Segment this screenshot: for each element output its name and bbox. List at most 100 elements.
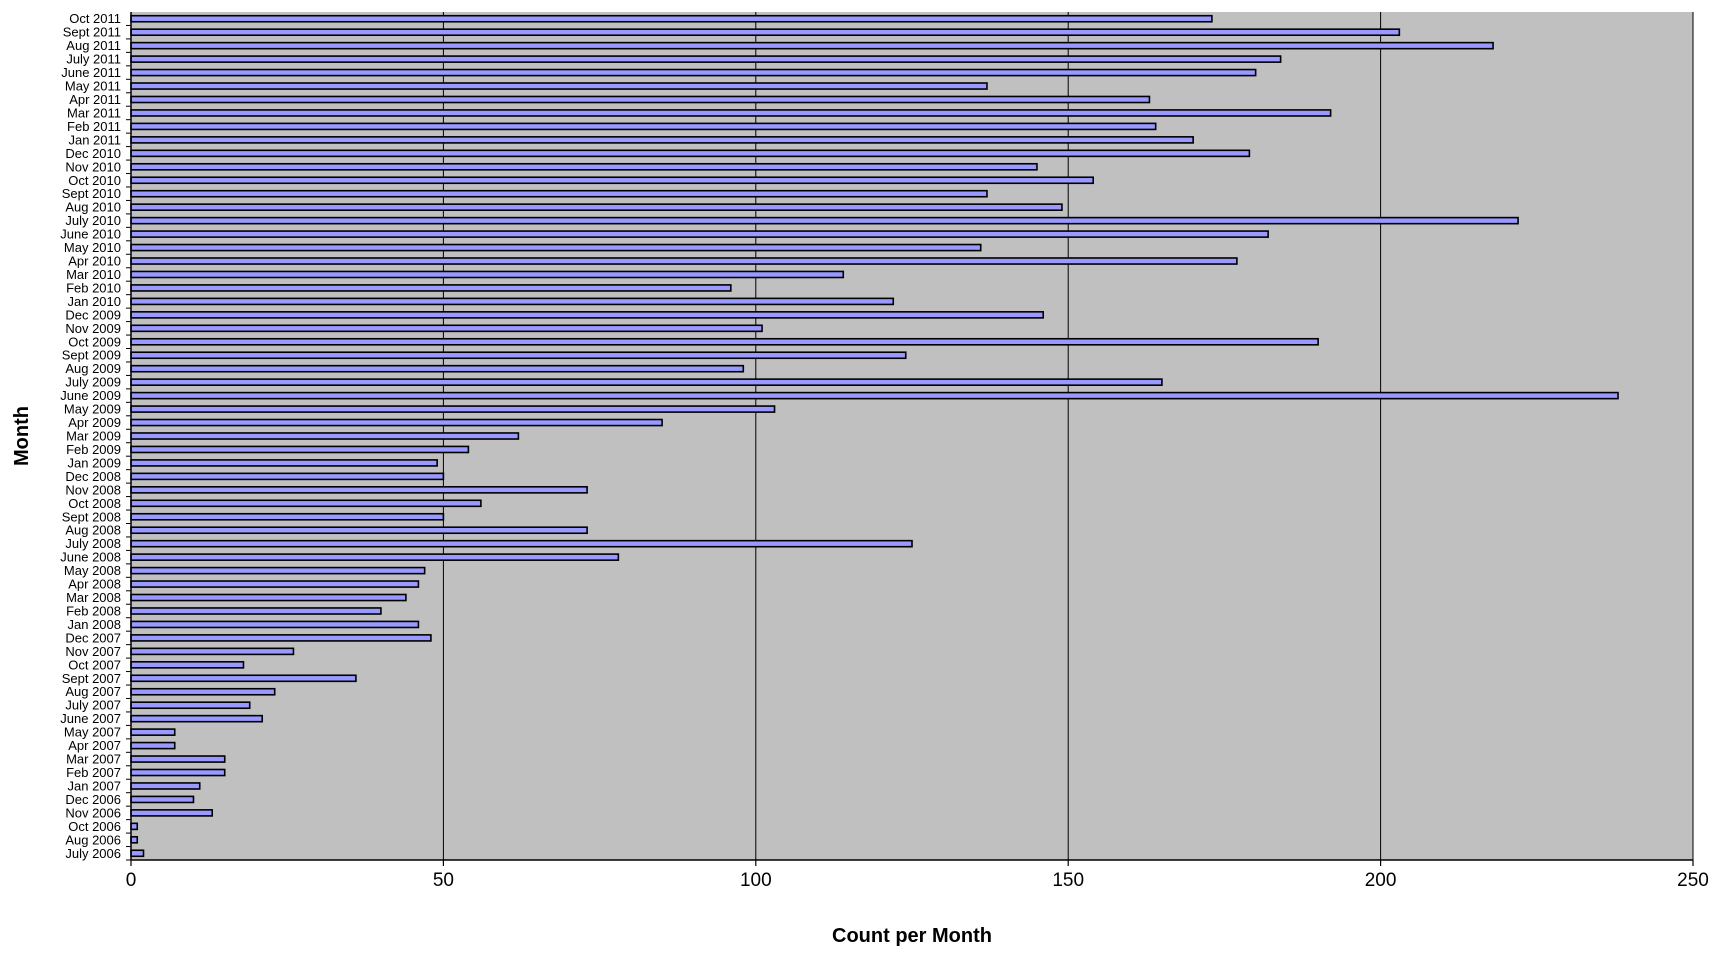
bar [130,136,1194,144]
y-tick-label: Nov 2006 [65,805,121,820]
y-tick-label: Aug 2006 [65,832,121,847]
bar [130,55,1282,63]
axes [130,12,1693,861]
x-tick-label: 100 [740,870,772,891]
y-tick-label: Dec 2007 [65,630,121,645]
bar [130,647,295,656]
bar [130,620,420,629]
bar [130,189,988,198]
y-tick-label: Nov 2008 [65,482,121,497]
bar [130,849,145,858]
y-tick-label: July 2006 [65,846,121,861]
bar [130,835,139,844]
y-tick-label: Apr 2011 [69,92,121,107]
bar [130,634,432,642]
y-tick-label: June 2007 [60,711,121,726]
y-tick-label: Aug 2008 [65,523,121,538]
bar [130,405,776,413]
bar [130,445,470,454]
y-tick-label: Oct 2006 [68,819,121,834]
bar [130,459,438,467]
y-tick-label: Sept 2011 [63,25,121,40]
y-tick-label: Nov 2009 [65,321,121,336]
y-tick-label: June 2008 [60,550,121,565]
x-tick-label: 0 [126,870,137,891]
bar [130,122,1157,131]
y-tick-label: Feb 2011 [67,119,121,134]
y-tick-label: Feb 2009 [66,442,121,457]
bar [130,311,1045,319]
y-tick-label: Sept 2008 [62,509,121,524]
y-tick-label: Dec 2010 [65,146,121,161]
y-tick-label: June 2011 [61,65,121,80]
y-tick-label: Oct 2010 [68,173,121,188]
y-tick-label: Feb 2008 [66,603,121,618]
bar [130,364,745,373]
bar [130,809,214,817]
bar [130,701,251,710]
bar [130,593,407,602]
bar [130,782,201,790]
y-tick-label: Sept 2009 [62,348,121,363]
y-tick-label: Apr 2007 [68,738,121,753]
bar [130,257,1238,265]
bar [130,418,663,427]
bar [130,728,176,736]
y-tick-label: Aug 2007 [65,684,121,699]
bar [130,82,988,90]
y-tick-label: Jan 2010 [68,294,122,309]
bar [130,741,176,750]
bar [130,660,245,669]
bar [130,68,1257,77]
bar [130,109,1332,117]
bar [130,768,226,777]
bar [130,324,763,333]
bar [130,795,195,804]
bar [130,270,845,279]
bar [130,162,1038,171]
bar [130,714,264,723]
y-tick-label: Jan 2008 [68,617,122,632]
y-tick-label: Mar 2010 [66,267,121,282]
y-tick-label: Sept 2007 [62,671,121,686]
bar [130,337,1319,346]
y-tick-label: Aug 2010 [65,200,121,215]
y-tick-label: Mar 2008 [66,590,121,605]
bar [130,95,1151,104]
bars [130,14,1619,858]
y-tick-label: Mar 2011 [67,105,121,120]
y-tick-label: Jan 2009 [68,455,122,470]
y-tick-label: Nov 2010 [65,159,121,174]
y-tick-label: Sept 2010 [62,186,121,201]
y-tick-label: June 2009 [60,388,121,403]
bar [130,176,1094,185]
x-tick-label: 50 [433,870,454,891]
bar [130,284,732,292]
y-tick-label: Oct 2011 [69,11,121,26]
y-tick-label: Dec 2008 [65,469,121,484]
bar [130,472,445,481]
bar [130,687,276,696]
x-tick-label: 150 [1052,870,1084,891]
bar [130,674,357,683]
bar [130,41,1494,50]
y-tick-label: Apr 2008 [68,577,121,592]
y-tick-label: May 2011 [65,79,121,94]
y-tick-label: Dec 2009 [65,307,121,322]
y-tick-label: May 2010 [64,240,121,255]
bar [130,512,445,521]
bar [130,566,426,575]
y-tick-label: July 2009 [65,375,121,390]
bar [130,755,226,763]
y-tick-label: Aug 2009 [65,361,121,376]
bar [130,203,1063,212]
bar [130,149,1251,158]
bar [130,243,982,252]
x-ticks: 0 50 100 150 200 250 [126,860,1709,891]
y-tick-label: Mar 2009 [66,429,121,444]
y-tick-label: May 2008 [64,563,121,578]
bar [130,14,1213,23]
